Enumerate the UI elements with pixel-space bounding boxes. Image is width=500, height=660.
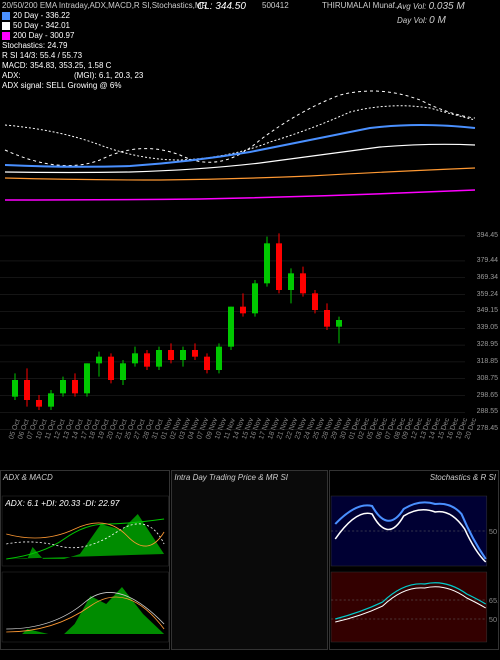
adx-macd-panel: ADX & MACD ADX: 6.1 +DI: 20.33 -DI: 22.9… (0, 470, 170, 650)
y-tick-label: 339.05 (477, 324, 498, 331)
y-tick-label: 318.85 (477, 358, 498, 365)
y-tick-label: 379.44 (477, 257, 498, 264)
y-tick-label: 394.45 (477, 232, 498, 239)
y-tick-label: 349.15 (477, 307, 498, 314)
day-vol-value: 0 M (429, 15, 446, 26)
svg-text:50: 50 (489, 528, 497, 536)
candlestick-panel: 394.45 379.44 369.34 359.24 349.15 339.05 328.… (0, 230, 500, 430)
svg-text:50: 50 (489, 616, 497, 624)
stoch-rsi-svg: 50 65.29 50 (330, 484, 498, 644)
top-left-label: 20/50/200 EMA Intraday,ADX,MACD,R SI,Sto… (2, 1, 207, 10)
avg-vol-value: 0.035 M (429, 1, 465, 12)
avg-vol-label: Avg Vol: (397, 2, 426, 11)
y-tick-label: 328.95 (477, 341, 498, 348)
indicator-legend: 20 Day - 336.22 50 Day - 342.01 200 Day … (2, 11, 143, 91)
subpanel-row: ADX & MACD ADX: 6.1 +DI: 20.33 -DI: 22.9… (0, 470, 500, 650)
y-tick-label: 288.55 (477, 408, 498, 415)
date-axis: 05 Oct06 Oct07 Oct10 Oct11 Oct12 Oct13 O… (0, 430, 475, 470)
y-tick-label: 359.24 (477, 291, 498, 298)
intraday-panel: Intra Day Trading Price & MR SI (171, 470, 327, 650)
y-tick-label: 278.45 (477, 425, 498, 432)
cl-value: 344.50 (215, 1, 246, 12)
y-tick-label: 298.65 (477, 392, 498, 399)
y-tick-label: 308.75 (477, 375, 498, 382)
adx-reading: ADX: 6.1 +DI: 20.33 -DI: 22.97 (4, 499, 120, 508)
cl-label: CL: (197, 1, 213, 12)
adx-macd-title: ADX & MACD (1, 471, 169, 484)
symbol-code: 500412 (262, 1, 289, 10)
stoch-rsi-panel: Stochastics & R SI 50 65.29 50 (329, 470, 499, 650)
candlestick-svg (0, 230, 500, 430)
intraday-title: Intra Day Trading Price & MR SI (172, 471, 326, 484)
stoch-rsi-title: Stochastics & R SI (330, 471, 498, 484)
y-tick-label: 369.34 (477, 274, 498, 281)
day-vol-label: Day Vol: (397, 16, 427, 25)
top-right-label: THIRUMALAI Munaf... (322, 1, 402, 10)
svg-text:65.29: 65.29 (489, 597, 498, 605)
adx-macd-svg: ADX: 6.1 +DI: 20.33 -DI: 22.97 (1, 484, 169, 644)
